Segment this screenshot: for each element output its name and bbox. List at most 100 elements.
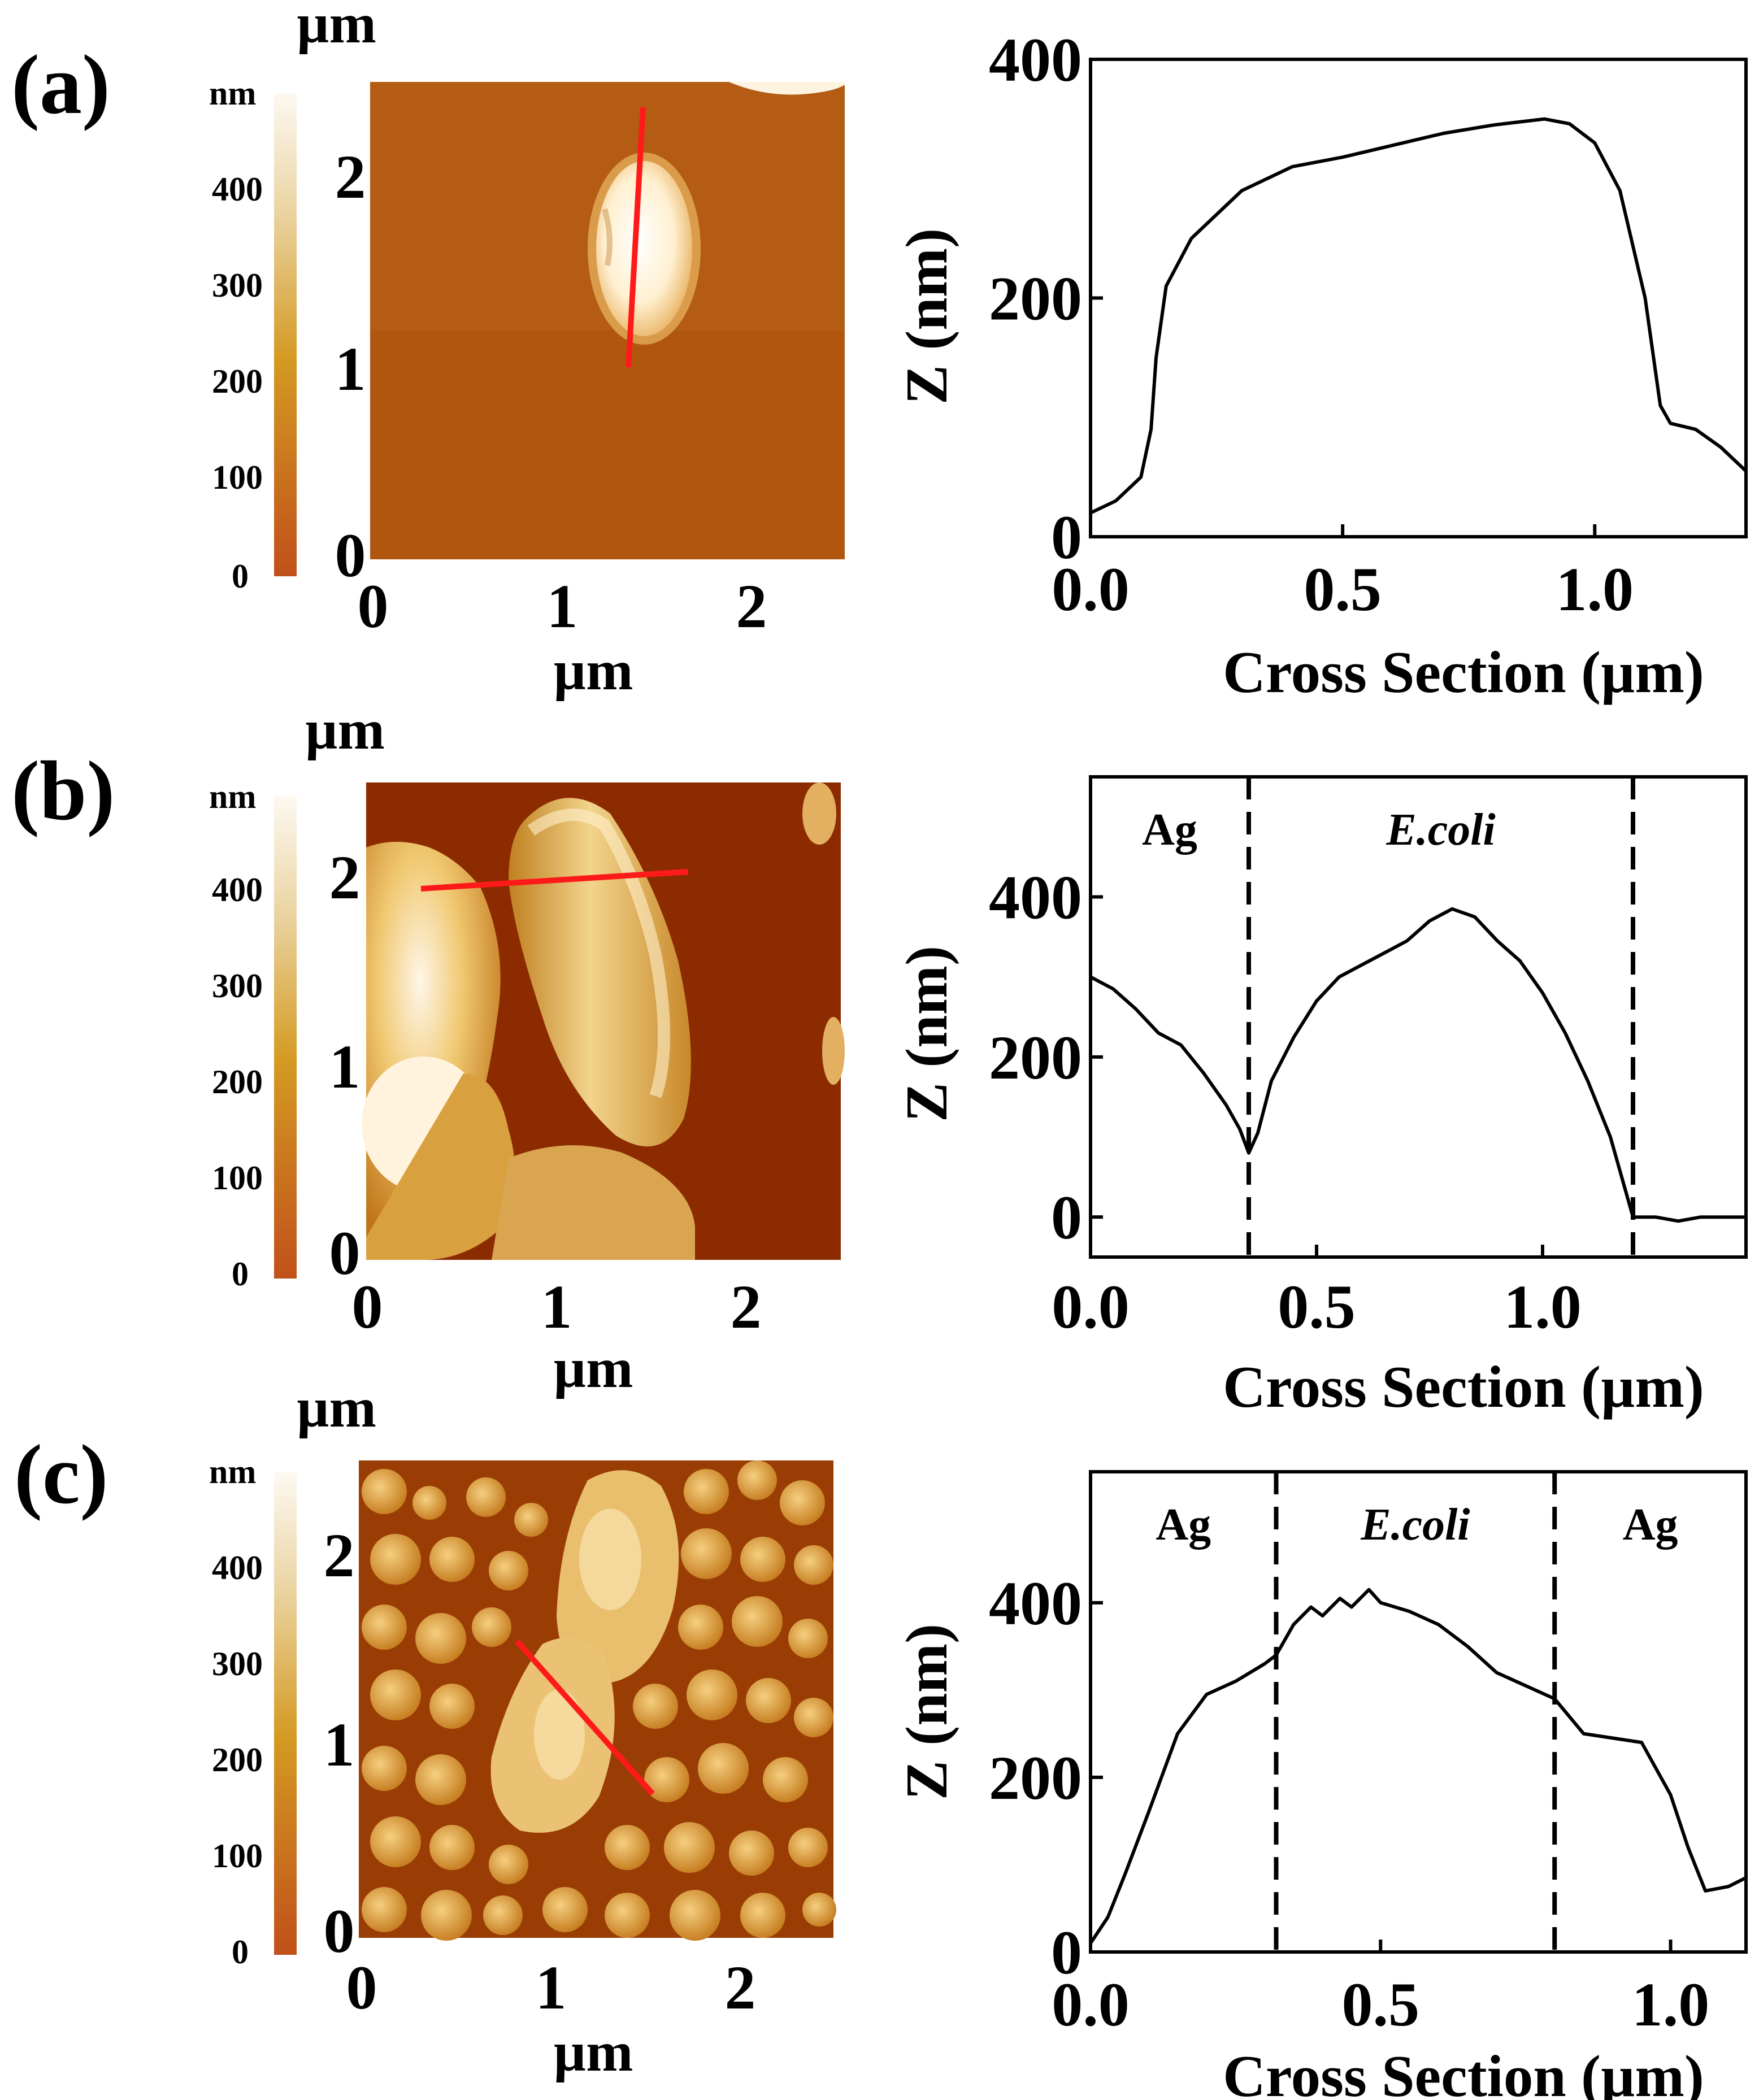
colorbar-tick: 100 xyxy=(212,1837,263,1875)
afm-x-tick: 2 xyxy=(731,1272,762,1341)
colorbar-tick: 300 xyxy=(212,267,263,304)
afm-y-tick: 1 xyxy=(324,1710,355,1779)
ag-droplet xyxy=(670,1890,720,1941)
height-profile-line xyxy=(1089,117,1748,515)
afm-unit-bottom: µm xyxy=(554,639,633,702)
height-profile-line xyxy=(1089,1588,1747,1945)
profile-chart-b: 0.0 0.5 1.0 0 200 400 Cross Section (µm) Z (nm)… xyxy=(893,775,1748,1420)
ag-droplet xyxy=(415,1754,466,1805)
afm-y-tick: 2 xyxy=(335,142,366,211)
y-axis-label: Z (nm) xyxy=(893,1624,959,1800)
region-label: Ag xyxy=(1142,805,1197,855)
afm-x-tick: 1 xyxy=(536,1953,567,2022)
ag-droplet xyxy=(362,1746,407,1791)
x-tick-label: 0.0 xyxy=(1052,1970,1130,2039)
ag-droplet xyxy=(542,1887,588,1932)
y-tick-label: 200 xyxy=(989,1023,1082,1092)
ag-droplet xyxy=(362,1605,407,1650)
ag-droplet xyxy=(732,1596,783,1647)
colorbar-tick: 100 xyxy=(212,459,263,496)
x-tick-label: 0.5 xyxy=(1278,1272,1356,1341)
x-tick-label: 1.0 xyxy=(1632,1970,1710,2039)
plot-frame xyxy=(1089,58,1748,538)
ag-droplet xyxy=(421,1890,472,1941)
afm-x-tick: 1 xyxy=(547,572,578,641)
x-tick-label: 0.5 xyxy=(1304,555,1382,624)
ag-droplet xyxy=(684,1469,729,1514)
afm-y-tick: 2 xyxy=(324,1521,355,1590)
afm-unit-bottom: µm xyxy=(554,2020,633,2083)
ag-droplet xyxy=(633,1684,678,1729)
height-profile-line xyxy=(1089,907,1746,1223)
colorbar-tick: 400 xyxy=(212,871,263,908)
colorbar-tick: 300 xyxy=(212,1645,263,1682)
colorbar-tick: 400 xyxy=(212,171,263,208)
colorbar-tick: 100 xyxy=(212,1159,263,1197)
y-tick-label: 400 xyxy=(989,1569,1082,1638)
ag-droplet xyxy=(429,1825,475,1870)
ag-droplet xyxy=(472,1607,511,1647)
ag-droplet xyxy=(740,1537,785,1582)
y-axis-label: Z (nm) xyxy=(893,228,959,405)
x-tick-label: 0.0 xyxy=(1052,555,1130,624)
ag-droplet xyxy=(362,1887,407,1932)
colorbar-tick: 200 xyxy=(212,1063,263,1101)
afm-y-tick: 0 xyxy=(329,1219,361,1288)
scan-line xyxy=(626,107,646,368)
afm-unit-top: µm xyxy=(297,1376,376,1439)
plot-frame xyxy=(1089,775,1748,1259)
x-axis-label: Cross Section (µm) xyxy=(1223,1354,1704,1420)
ag-droplet xyxy=(763,1757,808,1802)
profile-chart-a: 0.0 0.5 1.0 0 200 400 Cross Section (µm) Z (nm) xyxy=(893,25,1748,705)
scan-line xyxy=(420,869,689,892)
ag-droplet xyxy=(489,1551,528,1590)
ag-droplet xyxy=(802,1893,836,1927)
afm-x-tick: 0 xyxy=(358,572,389,641)
panel-label-a: (a) xyxy=(11,38,110,132)
region-label: E.coli xyxy=(1386,805,1495,855)
afm-x-tick: 0 xyxy=(352,1272,383,1341)
ag-droplet xyxy=(687,1669,737,1720)
colorbar-tick: 200 xyxy=(212,363,263,400)
y-tick-label: 200 xyxy=(989,1744,1082,1812)
ag-droplet xyxy=(794,1698,833,1737)
ag-droplet xyxy=(788,1619,828,1658)
afm-panel-b: µm nm 400 300 200 100 0 2 1 0 0 xyxy=(209,698,845,1399)
colorbar-tick: 300 xyxy=(212,967,263,1005)
x-axis-label: Cross Section (µm) xyxy=(1223,639,1704,705)
afm-x-ticks: 0 1 2 xyxy=(352,1272,762,1341)
region-label: Ag xyxy=(1623,1500,1678,1550)
ag-droplet xyxy=(780,1480,825,1525)
afm-y-ticks: 2 1 0 xyxy=(335,142,366,590)
x-tick-label: 0.0 xyxy=(1052,1272,1130,1341)
afm-y-tick: 1 xyxy=(329,1032,361,1101)
afm-y-tick: 0 xyxy=(324,1897,355,1966)
ag-droplet xyxy=(483,1895,523,1935)
afm-image xyxy=(362,782,845,1260)
afm-panel-a: µm nm 400 300 200 100 0 2 1 0 0 1 2 xyxy=(209,0,845,702)
colorbar-unit: nm xyxy=(209,75,256,112)
colorbar-unit: nm xyxy=(209,778,256,815)
ag-droplet xyxy=(794,1545,833,1585)
afm-x-ticks: 0 1 2 xyxy=(346,1953,756,2022)
ag-droplet xyxy=(412,1486,446,1520)
colorbar-tick: 0 xyxy=(232,1255,249,1293)
ag-droplet xyxy=(429,1684,475,1729)
afm-y-tick: 0 xyxy=(335,521,366,590)
x-tick-label: 0.5 xyxy=(1342,1970,1420,2039)
colorbar xyxy=(274,93,297,576)
afm-image xyxy=(370,82,845,559)
colorbar xyxy=(274,795,297,1279)
afm-y-tick: 1 xyxy=(335,334,366,403)
afm-x-tick: 1 xyxy=(541,1272,572,1341)
panel-label-b: (b) xyxy=(11,744,115,838)
ag-droplet xyxy=(370,1669,421,1720)
y-tick-label: 0 xyxy=(1051,1918,1082,1987)
afm-unit-bottom: µm xyxy=(554,1337,633,1399)
x-axis-label: Cross Section (µm) xyxy=(1223,2043,1704,2100)
colorbar-tick: 400 xyxy=(212,1549,263,1586)
y-tick-label: 0 xyxy=(1051,503,1082,572)
ag-droplet xyxy=(678,1605,723,1650)
afm-panel-c: µm nm 400 300 200 100 0 2 1 0 0 1 2 xyxy=(209,1376,836,2083)
